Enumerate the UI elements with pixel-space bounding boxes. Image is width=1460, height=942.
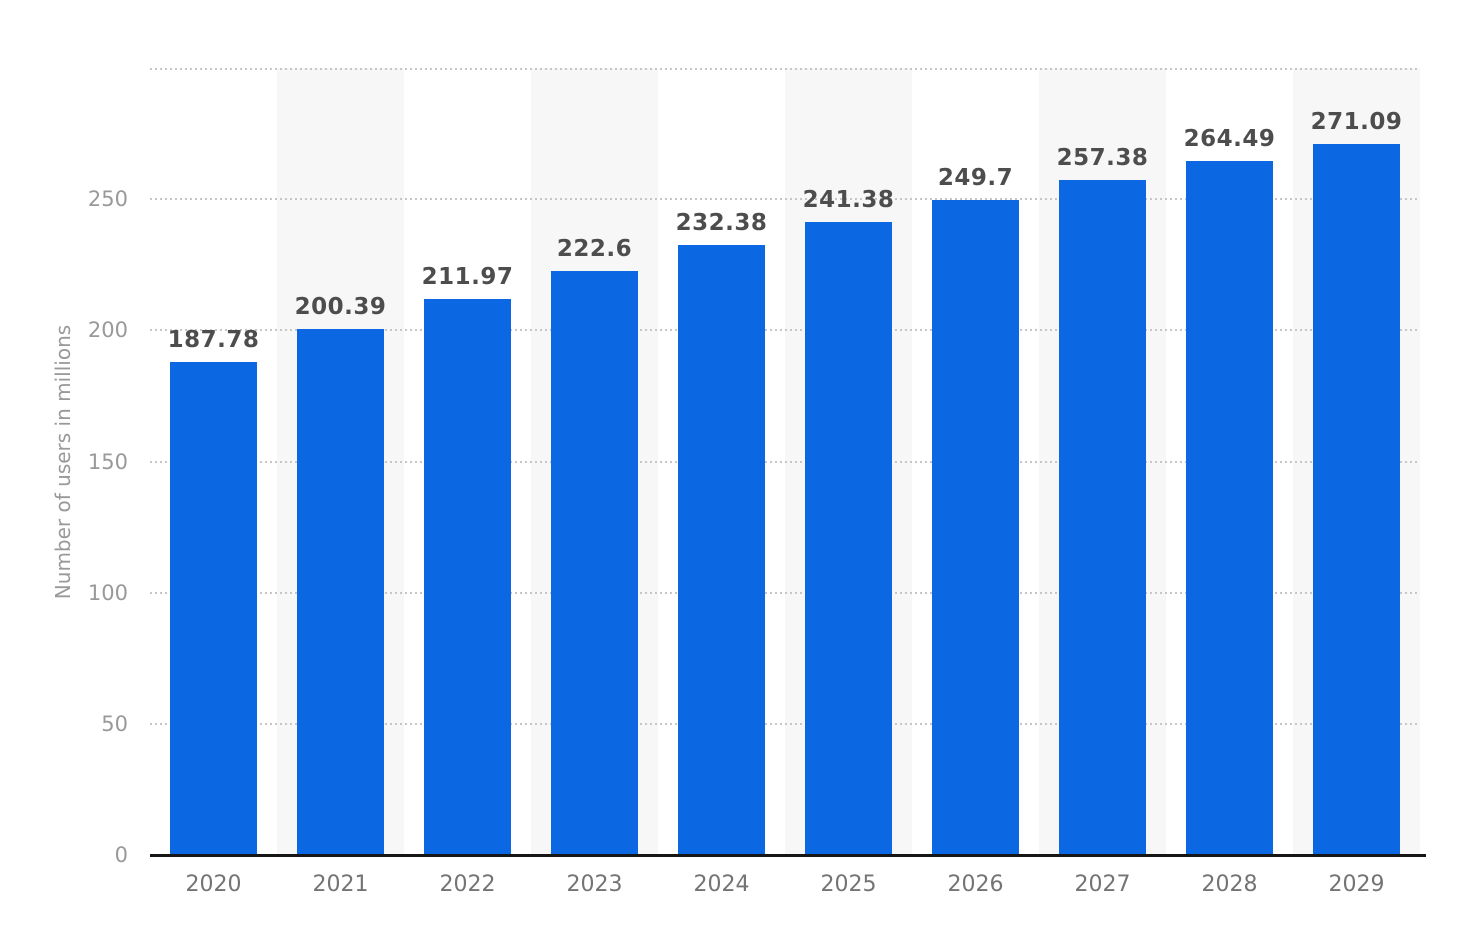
bar-2026 [932,200,1019,855]
y-tick-label: 150 [87,450,128,474]
bar-value-label: 200.39 [294,294,387,320]
bar-value-label: 222.6 [556,236,633,262]
x-tick-label: 2025 [820,872,877,897]
gridline-100 [150,592,1420,594]
x-tick-label: 2020 [185,872,242,897]
bar-2020 [170,362,257,855]
y-tick-label: 50 [101,712,128,736]
gridline-150 [150,461,1420,463]
x-tick-label: 2021 [312,872,369,897]
gridline-50 [150,723,1420,725]
x-tick-label: 2028 [1201,872,1258,897]
y-tick-label: 250 [87,187,128,211]
gridline-300 [150,68,1420,70]
y-tick-label: 100 [87,581,128,605]
bar-2027 [1059,180,1146,855]
bar-2022 [424,299,511,855]
plot-area: 187.78 200.39 211.97 222.6 232.38 241.38 249.7… [150,68,1420,855]
bar-value-label: 211.97 [421,264,514,290]
bar-value-label: 257.38 [1056,145,1149,171]
bar-value-label: 271.09 [1310,109,1403,135]
y-tick-label: 0 [114,843,128,867]
bar-2021 [297,329,384,855]
bar-2025 [805,222,892,855]
bar-2023 [551,271,638,855]
x-tick-label: 2027 [1074,872,1131,897]
bar-2024 [678,245,765,855]
x-tick-label: 2022 [439,872,496,897]
x-tick-label: 2024 [693,872,750,897]
bar-value-label: 249.7 [937,165,1014,191]
x-tick-label: 2023 [566,872,623,897]
bar-2028 [1186,161,1273,855]
x-axis-line [150,854,1426,857]
x-tick-label: 2029 [1328,872,1385,897]
bar-value-label: 187.78 [167,327,260,353]
x-tick-label: 2026 [947,872,1004,897]
bar-2029 [1313,144,1400,855]
gridline-200 [150,329,1420,331]
bar-value-label: 232.38 [675,210,768,236]
gridline-250 [150,198,1420,200]
bar-value-label: 264.49 [1183,126,1276,152]
bar-value-label: 241.38 [802,187,895,213]
y-tick-label: 200 [87,318,128,342]
